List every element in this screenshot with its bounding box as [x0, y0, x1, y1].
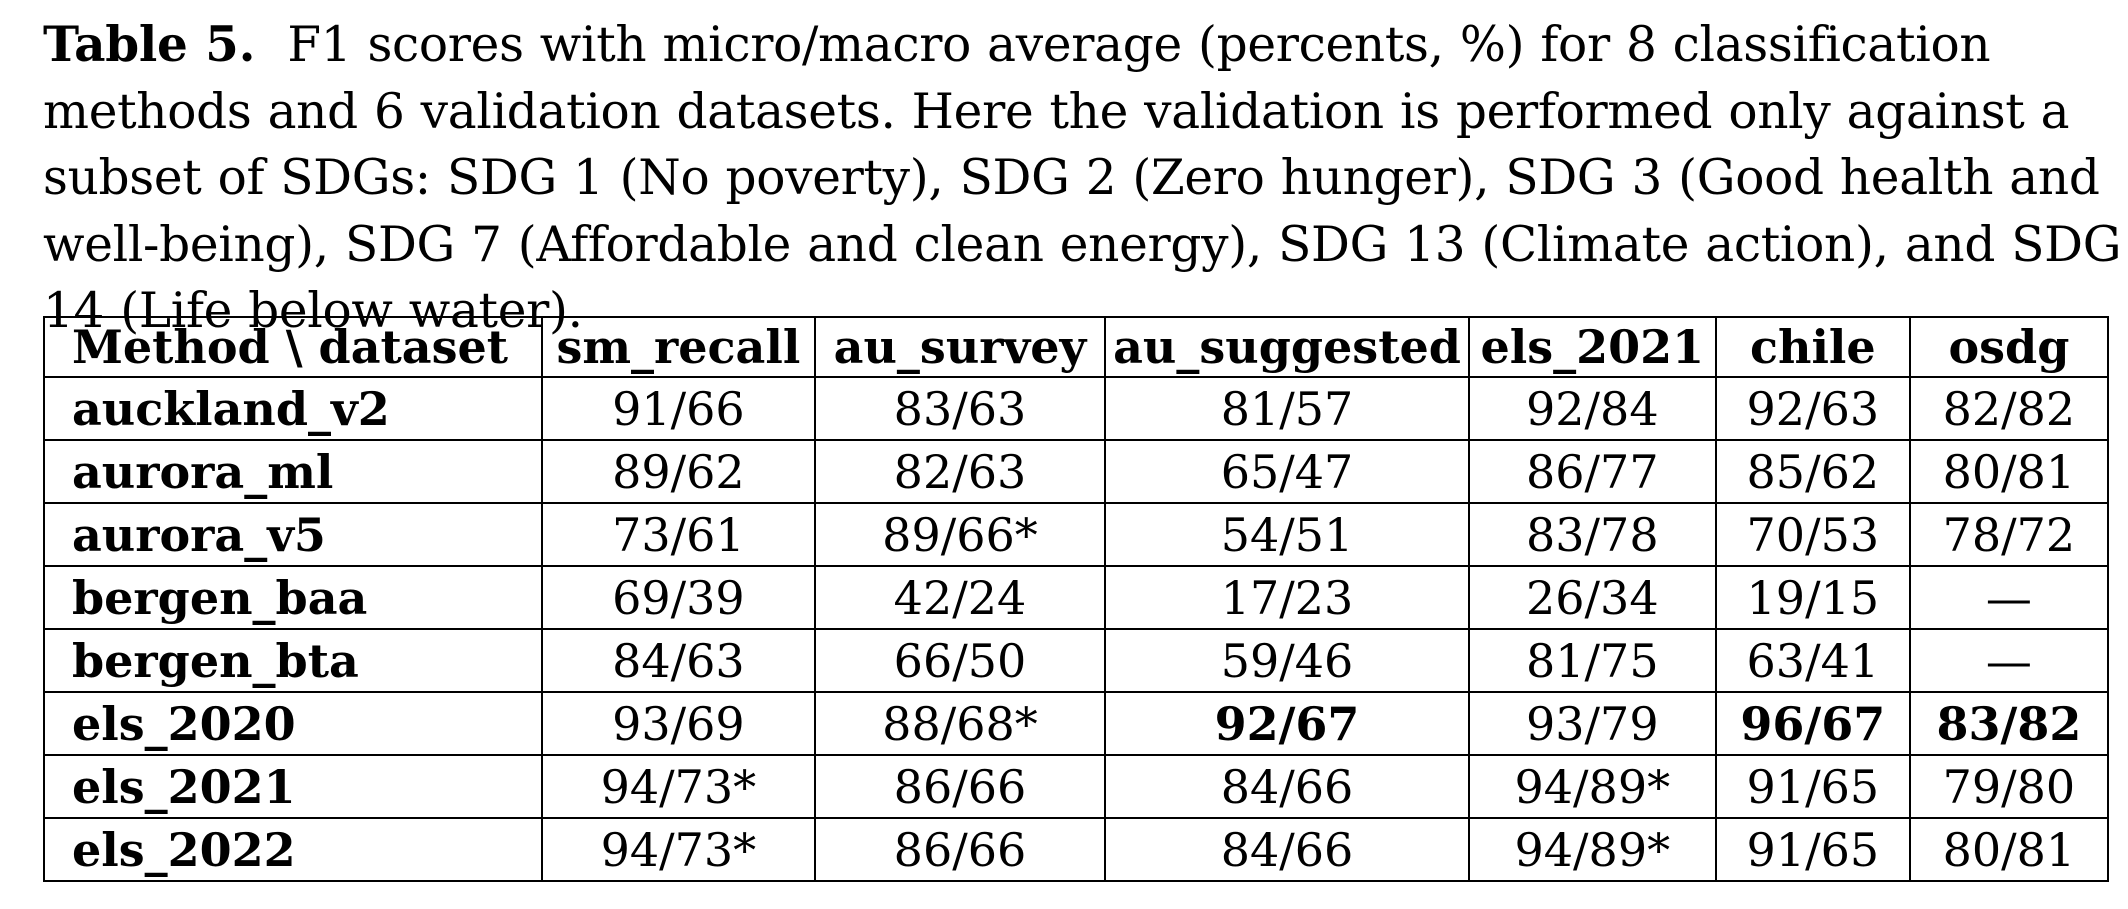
table-body: auckland_v2 91/66 83/63 81/57 92/84 92/63 82/8…: [42, 376, 2110, 882]
score-cell: 94/89*: [1467, 817, 1717, 882]
score-cell: 83/78: [1467, 502, 1717, 567]
method-name: els_2020: [42, 691, 544, 756]
score-cell: 83/63: [813, 376, 1107, 441]
table-row: bergen_baa 69/39 42/24 17/23 26/34 19/15—: [42, 565, 2110, 630]
score-cell: 84/66: [1104, 754, 1470, 819]
caption-text: F1 scores with micro/macro average (perc…: [43, 17, 2122, 339]
score-cell: 66/50: [813, 628, 1107, 693]
score-cell: 92/63: [1714, 376, 1911, 441]
score-cell: 89/62: [541, 439, 816, 504]
score-cell: 94/89*: [1467, 754, 1717, 819]
column-header: els_2021: [1467, 316, 1717, 378]
score-cell: 17/23: [1104, 565, 1470, 630]
score-cell: 94/73*: [541, 817, 816, 882]
score-cell: 86/77: [1467, 439, 1717, 504]
score-cell: 92/84: [1467, 376, 1717, 441]
score-cell: 73/61: [541, 502, 816, 567]
method-name: auckland_v2: [42, 376, 544, 441]
score-cell: 91/66: [541, 376, 816, 441]
score-cell: 42/24: [813, 565, 1107, 630]
score-cell: 85/62: [1714, 439, 1911, 504]
score-cell: 93/69: [541, 691, 816, 756]
score-cell: 81/75: [1467, 628, 1717, 693]
method-name: els_2021: [42, 754, 544, 819]
table-row: els_2022 94/73* 86/66 84/66 94/89* 91/65 80/81: [42, 817, 2110, 882]
score-cell: 26/34: [1467, 565, 1717, 630]
score-cell: 92/67: [1104, 691, 1470, 756]
method-name: bergen_baa: [42, 565, 544, 630]
score-cell: 81/57: [1104, 376, 1470, 441]
score-cell: 63/41: [1714, 628, 1911, 693]
score-cell: 70/53: [1714, 502, 1911, 567]
score-cell: 82/82: [1908, 376, 2110, 441]
corner-header: Method \ dataset: [42, 316, 544, 378]
column-header: sm_recall: [541, 316, 816, 378]
score-cell: 96/67: [1714, 691, 1911, 756]
method-name: els_2022: [42, 817, 544, 882]
method-name: bergen_bta: [42, 628, 544, 693]
score-cell: 65/47: [1104, 439, 1470, 504]
score-cell: —: [1908, 628, 2110, 693]
score-cell: —: [1908, 565, 2110, 630]
score-cell: 19/15: [1714, 565, 1911, 630]
score-cell: 89/66*: [813, 502, 1107, 567]
score-cell: 82/63: [813, 439, 1107, 504]
score-cell: 86/66: [813, 754, 1107, 819]
table-row: aurora_v5 73/61 89/66* 54/51 83/78 70/53 78/72: [42, 502, 2110, 567]
caption-label: Table 5.: [43, 16, 256, 73]
method-name: aurora_ml: [42, 439, 544, 504]
score-cell: 84/63: [541, 628, 816, 693]
table-row: auckland_v2 91/66 83/63 81/57 92/84 92/63 82/8…: [42, 376, 2110, 441]
score-cell: 91/65: [1714, 817, 1911, 882]
score-cell: 80/81: [1908, 817, 2110, 882]
score-cell: 79/80: [1908, 754, 2110, 819]
table-caption: Table 5. F1 scores with micro/macro aver…: [43, 12, 2123, 345]
score-cell: 80/81: [1908, 439, 2110, 504]
score-cell: 78/72: [1908, 502, 2110, 567]
score-cell: 94/73*: [541, 754, 816, 819]
table-row: els_2021 94/73* 86/66 84/66 94/89* 91/65 79/80: [42, 754, 2110, 819]
score-cell: 59/46: [1104, 628, 1470, 693]
score-cell: 84/66: [1104, 817, 1470, 882]
score-cell: 54/51: [1104, 502, 1470, 567]
table-row: aurora_ml 89/62 82/63 65/47 86/77 85/62 80/81: [42, 439, 2110, 504]
column-header: osdg: [1908, 316, 2110, 378]
table-row: bergen_bta 84/63 66/50 59/46 81/75 63/41—: [42, 628, 2110, 693]
score-cell: 69/39: [541, 565, 816, 630]
column-header: chile: [1714, 316, 1911, 378]
score-cell: 91/65: [1714, 754, 1911, 819]
table-row: els_2020 93/69 88/68* 92/67 93/79 96/67 83/82: [42, 691, 2110, 756]
score-cell: 93/79: [1467, 691, 1717, 756]
header-row: Method \ dataset sm_recall au_survey au_…: [42, 316, 2110, 378]
score-cell: 83/82: [1908, 691, 2110, 756]
method-name: aurora_v5: [42, 502, 544, 567]
score-cell: 86/66: [813, 817, 1107, 882]
column-header: au_suggested: [1104, 316, 1470, 378]
score-cell: 88/68*: [813, 691, 1107, 756]
column-header: au_survey: [813, 316, 1107, 378]
results-table: Method \ dataset sm_recall au_survey au_…: [42, 316, 2110, 882]
